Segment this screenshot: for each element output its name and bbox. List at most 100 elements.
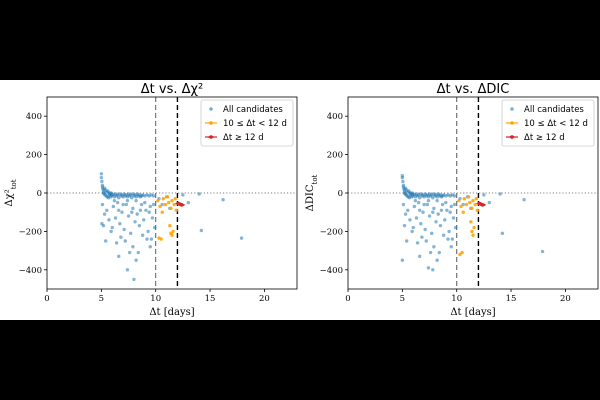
data-point — [110, 225, 114, 230]
data-point — [434, 220, 438, 224]
data-point — [472, 225, 476, 230]
data-point — [423, 227, 427, 232]
data-point — [130, 210, 134, 214]
data-point — [415, 241, 420, 245]
data-point — [151, 202, 156, 207]
legend-label: 10 ≤ Δt < 12 d — [524, 119, 588, 129]
legend-box — [501, 99, 595, 147]
data-point — [160, 210, 164, 214]
data-point — [431, 196, 435, 200]
legend-label: 10 ≤ Δt < 12 d — [223, 119, 287, 129]
data-point — [498, 192, 502, 196]
data-point — [100, 222, 104, 226]
data-point — [122, 227, 126, 232]
data-point — [107, 218, 111, 222]
data-point — [424, 239, 428, 243]
data-point — [159, 237, 163, 241]
data-point — [410, 229, 414, 234]
y-tick-label: 400 — [327, 112, 343, 122]
data-point — [400, 258, 405, 262]
data-point — [458, 252, 462, 257]
data-point — [118, 222, 122, 226]
chart-title: Δt vs. Δχ² — [141, 82, 203, 97]
x-tick-label: 5 — [99, 294, 104, 304]
data-point — [401, 202, 406, 207]
data-point — [115, 200, 120, 205]
data-point — [111, 204, 116, 209]
data-point — [451, 216, 456, 220]
data-point — [418, 196, 422, 200]
figure: Δt vs. Δχ² 0 5 10 15 20 −400 −200 0 200 400 Δt [day… — [0, 80, 600, 320]
data-point — [170, 233, 174, 237]
data-point — [464, 202, 469, 207]
data-point — [403, 212, 408, 216]
data-point — [136, 250, 141, 255]
series-1 — [99, 172, 244, 282]
data-point — [421, 210, 425, 214]
data-point — [470, 229, 474, 234]
data-point — [447, 229, 451, 234]
data-point — [401, 179, 405, 184]
data-point — [103, 239, 108, 243]
legend-box — [200, 99, 294, 147]
data-point — [143, 200, 147, 205]
data-point — [461, 210, 465, 214]
data-point — [144, 208, 148, 212]
data-point — [150, 216, 155, 220]
data-point — [428, 250, 433, 255]
data-point — [131, 206, 135, 211]
data-point — [140, 233, 145, 237]
x-tick-label: 10 — [451, 294, 462, 304]
x-tick-label: 15 — [506, 294, 517, 304]
y-tick-label: 200 — [327, 151, 343, 161]
data-point — [452, 202, 457, 207]
data-point — [452, 194, 457, 198]
data-point — [482, 193, 486, 197]
chart-panel-1: Δt vs. Δχ² 0 5 10 15 20 −400 −200 0 200 400 Δt [day… — [4, 82, 298, 318]
data-point — [117, 208, 121, 212]
y-tick-label: −200 — [320, 227, 343, 237]
data-point — [128, 231, 133, 236]
data-point — [126, 214, 131, 218]
y-axis-label: ΔDICtot — [305, 174, 319, 211]
data-point — [413, 198, 418, 203]
legend-marker — [510, 121, 514, 125]
data-point — [471, 233, 475, 237]
x-tick-label: 0 — [44, 294, 49, 304]
data-point — [445, 208, 449, 212]
data-point — [443, 218, 447, 222]
legend-label: All candidates — [223, 105, 283, 115]
data-point — [152, 225, 157, 230]
legend-marker — [510, 107, 514, 111]
data-point — [134, 198, 138, 203]
data-point — [426, 266, 431, 270]
data-point — [471, 198, 475, 203]
data-point — [412, 204, 417, 209]
series-2 — [156, 195, 179, 241]
data-point — [168, 223, 172, 228]
y-tick-label: −200 — [19, 227, 42, 237]
data-point — [441, 233, 446, 237]
data-point — [105, 208, 109, 212]
series-1 — [400, 174, 545, 272]
data-point — [170, 198, 174, 203]
data-point — [160, 202, 164, 207]
data-point — [199, 228, 204, 233]
data-point — [172, 202, 176, 207]
x-tick-label: 0 — [345, 294, 350, 304]
data-point — [135, 212, 139, 216]
data-point — [437, 250, 442, 255]
data-point — [422, 202, 426, 207]
y-tick-label: −400 — [19, 266, 42, 276]
legend-label: All candidates — [524, 105, 584, 115]
data-point — [487, 200, 492, 205]
data-point — [139, 202, 144, 207]
x-tick-label: 15 — [205, 294, 216, 304]
legend-label: Δt ≥ 12 d — [223, 133, 264, 143]
data-point — [453, 225, 458, 230]
data-point — [450, 237, 455, 241]
data-point — [113, 216, 118, 220]
data-point — [449, 204, 453, 209]
data-point — [418, 208, 422, 212]
